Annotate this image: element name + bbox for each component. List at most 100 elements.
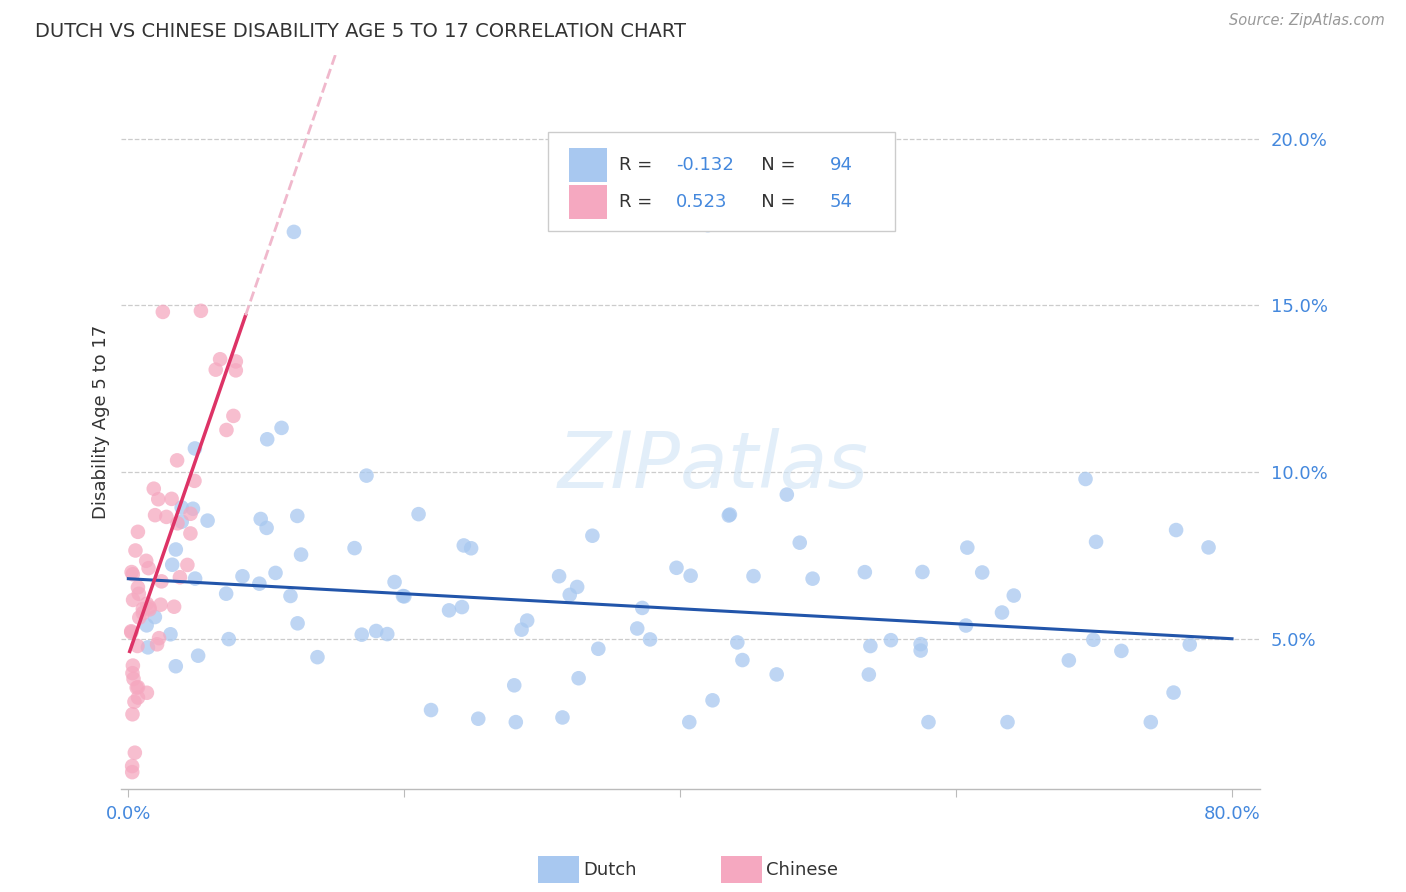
Point <box>218 632 240 646</box>
Point <box>184 442 207 456</box>
Point <box>392 589 415 603</box>
Point <box>159 627 181 641</box>
Point <box>160 491 183 506</box>
Point <box>170 500 193 515</box>
Point <box>152 305 174 319</box>
Point <box>1139 715 1161 730</box>
Point <box>955 618 977 632</box>
Text: R =: R = <box>619 156 658 174</box>
Point <box>626 622 648 636</box>
Point <box>256 521 278 535</box>
Point <box>121 765 143 780</box>
Point <box>231 569 253 583</box>
Point <box>120 625 142 640</box>
Text: -0.132: -0.132 <box>676 156 734 174</box>
Point <box>408 507 430 521</box>
Point <box>638 632 661 647</box>
Point <box>917 715 939 730</box>
Point <box>460 541 482 556</box>
Point <box>127 690 149 705</box>
Point <box>910 643 932 657</box>
Point <box>138 602 160 616</box>
Point <box>222 409 245 423</box>
Point <box>858 667 880 681</box>
Text: 94: 94 <box>830 156 852 174</box>
Point <box>801 572 824 586</box>
Point <box>972 566 994 580</box>
Point <box>505 715 527 730</box>
Point <box>437 603 460 617</box>
Point <box>548 569 571 583</box>
Point <box>225 363 247 377</box>
Point <box>148 492 170 507</box>
Point <box>702 693 724 707</box>
Point <box>956 541 979 555</box>
Point <box>350 628 373 642</box>
Point <box>1164 523 1187 537</box>
Point <box>121 759 143 773</box>
Point <box>789 535 811 549</box>
Point <box>565 580 588 594</box>
Point <box>1085 534 1108 549</box>
Point <box>204 362 226 376</box>
Point <box>143 508 166 523</box>
Point <box>160 558 183 572</box>
Point <box>135 686 157 700</box>
Point <box>187 648 209 663</box>
Point <box>283 225 305 239</box>
Point <box>287 616 309 631</box>
Point <box>124 543 146 558</box>
Point <box>179 526 201 541</box>
Point <box>135 597 157 611</box>
Point <box>124 746 146 760</box>
Point <box>148 631 170 645</box>
Point <box>1198 541 1220 555</box>
Point <box>467 712 489 726</box>
Point <box>166 453 188 467</box>
Point <box>510 623 533 637</box>
Text: Chinese: Chinese <box>766 861 838 879</box>
Point <box>128 587 150 601</box>
Point <box>190 303 212 318</box>
Point <box>256 432 278 446</box>
Point <box>453 538 475 552</box>
Point <box>163 599 186 614</box>
Point <box>128 610 150 624</box>
Text: R =: R = <box>619 193 658 211</box>
Point <box>176 558 198 572</box>
Point <box>121 666 143 681</box>
Point <box>665 561 688 575</box>
Point <box>127 639 149 653</box>
Point <box>420 703 443 717</box>
Point <box>183 474 205 488</box>
Point <box>366 624 388 638</box>
Point <box>285 508 308 523</box>
Point <box>166 516 188 531</box>
Point <box>120 624 142 639</box>
Point <box>138 600 160 615</box>
Text: N =: N = <box>744 193 801 211</box>
Y-axis label: Disability Age 5 to 17: Disability Age 5 to 17 <box>93 325 110 519</box>
Point <box>384 574 406 589</box>
Point <box>132 602 155 616</box>
Point <box>122 593 145 607</box>
Point <box>127 680 149 694</box>
Text: 0.523: 0.523 <box>676 193 727 211</box>
Point <box>1178 638 1201 652</box>
Point <box>631 601 654 615</box>
Point <box>290 548 312 562</box>
Point <box>1163 685 1185 699</box>
Point <box>717 508 740 523</box>
Text: DUTCH VS CHINESE DISABILITY AGE 5 TO 17 CORRELATION CHART: DUTCH VS CHINESE DISABILITY AGE 5 TO 17 … <box>35 22 686 41</box>
Point <box>725 635 748 649</box>
Point <box>765 667 787 681</box>
Point <box>911 565 934 579</box>
Point <box>125 681 148 695</box>
Point <box>150 574 173 589</box>
Point <box>122 672 145 686</box>
Point <box>165 542 187 557</box>
Point <box>165 659 187 673</box>
Point <box>776 487 799 501</box>
Point <box>121 567 143 582</box>
Point <box>1057 653 1080 667</box>
